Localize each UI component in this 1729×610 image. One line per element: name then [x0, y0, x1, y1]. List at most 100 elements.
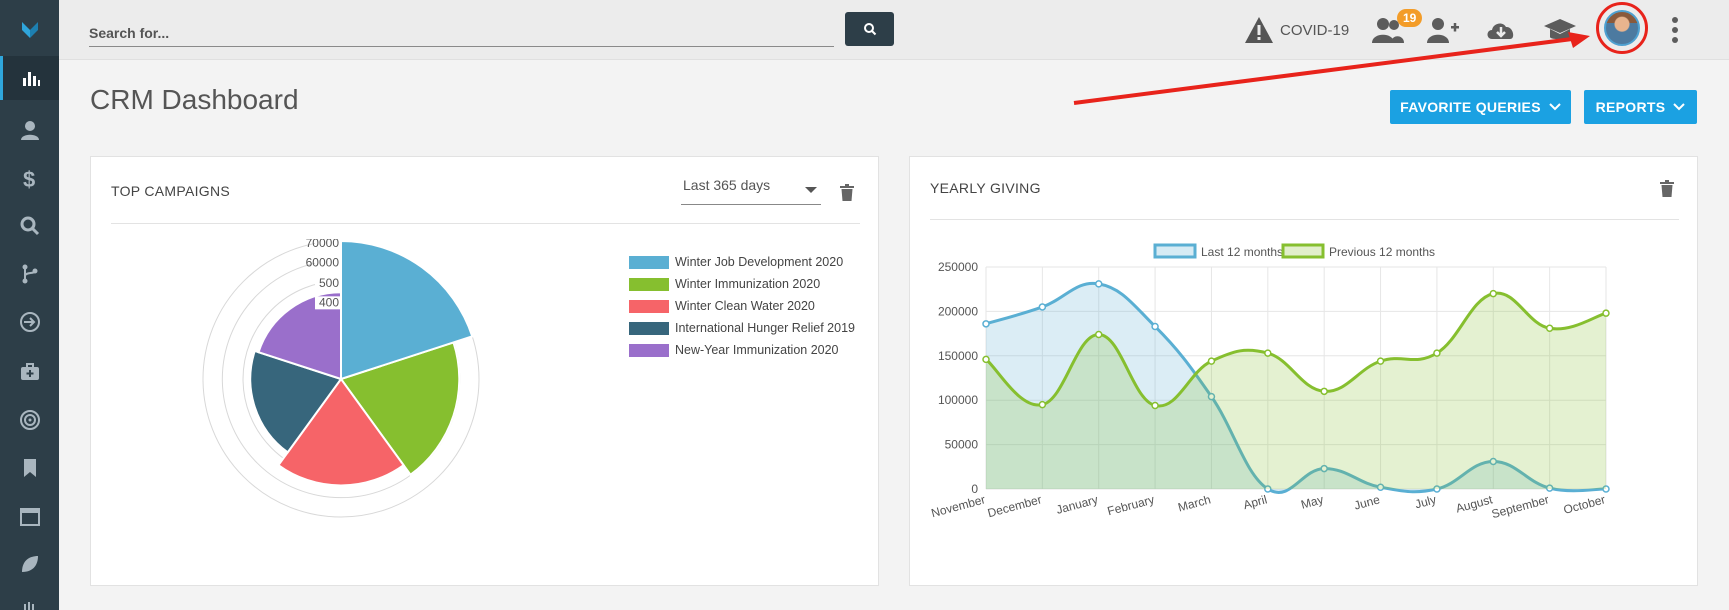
chevron-down-icon: [1549, 103, 1561, 111]
search-button[interactable]: [845, 12, 894, 46]
top-campaigns-polar-chart: 70000 60000 500 400: [202, 239, 480, 518]
scale-tick-label: 70000: [306, 239, 340, 250]
data-point[interactable]: [1151, 322, 1159, 331]
legend-swatch: [629, 277, 669, 291]
legend-item[interactable]: Winter Immunization 2020: [629, 276, 820, 292]
tick-backdrop: [315, 296, 341, 310]
data-point[interactable]: [1038, 303, 1047, 311]
toolkit-icon[interactable]: [0, 350, 59, 394]
polar-segment[interactable]: [277, 377, 405, 487]
data-point[interactable]: [1545, 324, 1554, 333]
data-point[interactable]: [1433, 485, 1441, 493]
data-point[interactable]: [1602, 485, 1610, 493]
reports-button[interactable]: REPORTS: [1584, 90, 1697, 124]
tick-backdrop: [315, 277, 341, 291]
notification-badge: 19: [1397, 9, 1423, 27]
hands-icon[interactable]: [0, 590, 59, 610]
divider: [111, 223, 860, 224]
delete-widget-button[interactable]: [1660, 180, 1674, 197]
import-icon[interactable]: [0, 300, 59, 344]
delete-widget-button[interactable]: [840, 184, 854, 201]
data-point[interactable]: [1545, 484, 1554, 492]
search-icon[interactable]: [0, 204, 59, 248]
data-point[interactable]: [1038, 400, 1047, 409]
covid-alert[interactable]: COVID-19: [1244, 12, 1349, 48]
leaf-icon[interactable]: [0, 542, 59, 586]
y-tick-label: 0: [971, 482, 978, 496]
target-icon[interactable]: [0, 398, 59, 442]
series-area: [986, 283, 1606, 493]
data-point[interactable]: [1602, 309, 1610, 317]
data-point[interactable]: [1489, 289, 1498, 298]
data-point[interactable]: [1264, 349, 1272, 357]
top-campaigns-title: TOP CAMPAIGNS: [111, 183, 231, 199]
yearly-giving-card: YEARLY GIVING Last 12 months Previous 12 …: [909, 156, 1698, 586]
x-tick-label: February: [1106, 492, 1156, 518]
workflow-icon[interactable]: [0, 252, 59, 296]
bookmark-icon[interactable]: [0, 446, 59, 490]
avatar: [1604, 10, 1640, 46]
calendar-icon[interactable]: [0, 494, 59, 538]
tick-backdrop: [315, 256, 341, 270]
data-point[interactable]: [1207, 392, 1216, 401]
legend-item[interactable]: New-Year Immunization 2020: [629, 342, 839, 358]
legend-item[interactable]: International Hunger Relief 2019: [629, 320, 855, 336]
top-bar: COVID-19 19: [59, 0, 1729, 60]
polar-segment[interactable]: [249, 349, 343, 454]
data-point[interactable]: [1320, 387, 1328, 396]
add-user-button[interactable]: [1426, 12, 1460, 48]
download-button[interactable]: [1484, 12, 1518, 48]
polar-segment[interactable]: [339, 341, 461, 477]
scale-tick-label: 500: [319, 276, 339, 290]
x-tick-label: May: [1299, 492, 1325, 511]
x-tick-label: March: [1176, 492, 1212, 514]
legend-item[interactable]: Winter Job Development 2020: [629, 254, 843, 270]
x-tick-label: April: [1242, 492, 1269, 512]
team-notifications[interactable]: 19: [1371, 9, 1423, 48]
data-point[interactable]: [1207, 357, 1216, 365]
y-tick-label: 100000: [938, 393, 978, 407]
data-point[interactable]: [1094, 280, 1103, 288]
polar-segment[interactable]: [340, 239, 474, 381]
legend-swatch: [1153, 243, 1197, 259]
learning-button[interactable]: [1543, 12, 1577, 48]
data-point[interactable]: [982, 320, 990, 328]
legend-item[interactable]: Winter Clean Water 2020: [629, 298, 815, 314]
date-range-value: Last 365 days: [683, 177, 771, 193]
user-avatar-button[interactable]: [1596, 2, 1648, 54]
yearly-giving-line-chart: Last 12 months Previous 12 months 250000 20…: [930, 243, 1610, 521]
polar-segment[interactable]: [257, 291, 342, 381]
data-point[interactable]: [1264, 485, 1272, 493]
contacts-icon[interactable]: [0, 108, 59, 152]
data-point[interactable]: [1151, 401, 1159, 410]
covid-label: COVID-19: [1280, 21, 1350, 39]
y-tick-label: 250000: [938, 260, 978, 274]
x-tick-label: November: [930, 492, 987, 520]
data-point[interactable]: [982, 355, 990, 364]
favorite-queries-label: FAVORITE QUERIES: [1400, 99, 1541, 115]
dashboard-icon[interactable]: [0, 56, 59, 100]
donations-icon[interactable]: $: [0, 156, 59, 200]
chevron-down-icon: [1673, 103, 1686, 111]
legend-swatch: [629, 321, 669, 335]
logo-icon[interactable]: [0, 8, 59, 52]
data-point[interactable]: [1489, 457, 1498, 466]
warning-icon: [1245, 17, 1273, 43]
legend-label: Previous 12 months: [1329, 245, 1435, 259]
yearly-giving-title: YEARLY GIVING: [930, 180, 1041, 196]
page-title: CRM Dashboard: [90, 84, 299, 115]
date-range-select[interactable]: Last 365 days: [681, 175, 821, 205]
search-input[interactable]: [89, 15, 834, 47]
data-point[interactable]: [1376, 357, 1385, 365]
legend-label: Winter Immunization 2020: [675, 277, 821, 291]
scale-tick-label: 400: [319, 295, 339, 309]
data-point[interactable]: [1094, 330, 1103, 339]
data-point[interactable]: [1376, 483, 1385, 491]
more-menu-button[interactable]: [1671, 12, 1679, 48]
top-campaigns-card: TOP CAMPAIGNS Last 365 days 70000 60000 50…: [90, 156, 879, 586]
favorite-queries-button[interactable]: FAVORITE QUERIES: [1390, 90, 1571, 124]
data-point[interactable]: [1320, 464, 1328, 473]
tick-backdrop: [315, 239, 341, 250]
legend-swatch: [629, 299, 669, 313]
data-point[interactable]: [1433, 349, 1441, 357]
